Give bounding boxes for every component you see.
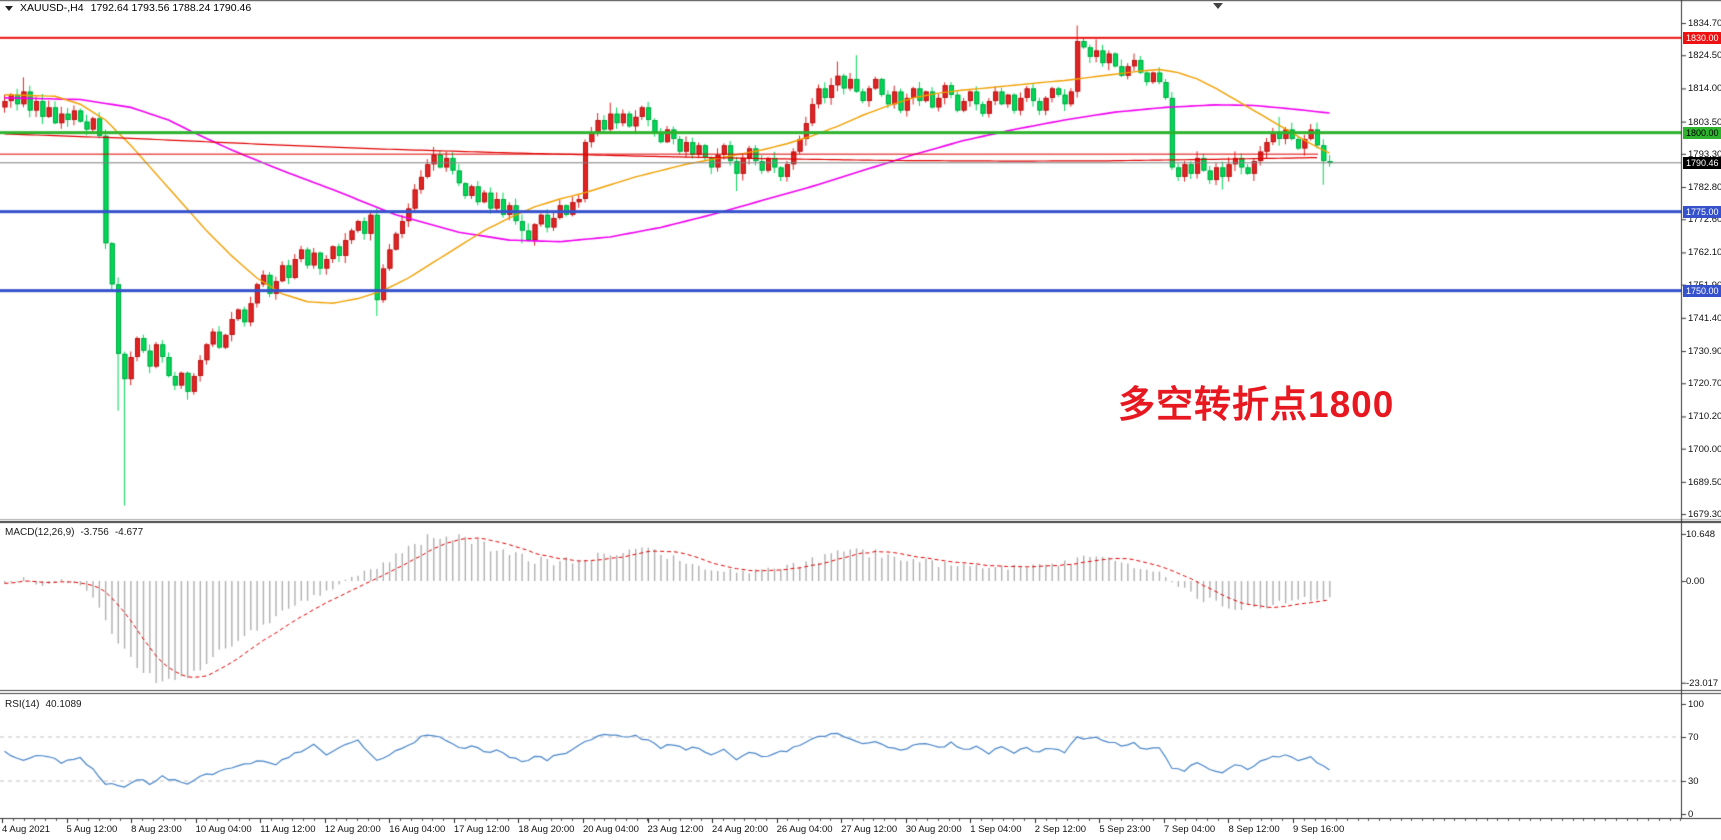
chart-canvas[interactable] [0, 0, 1721, 840]
mt4-chart-window: XAUUSD-,H4 1792.64 1793.56 1788.24 1790.… [0, 0, 1721, 840]
